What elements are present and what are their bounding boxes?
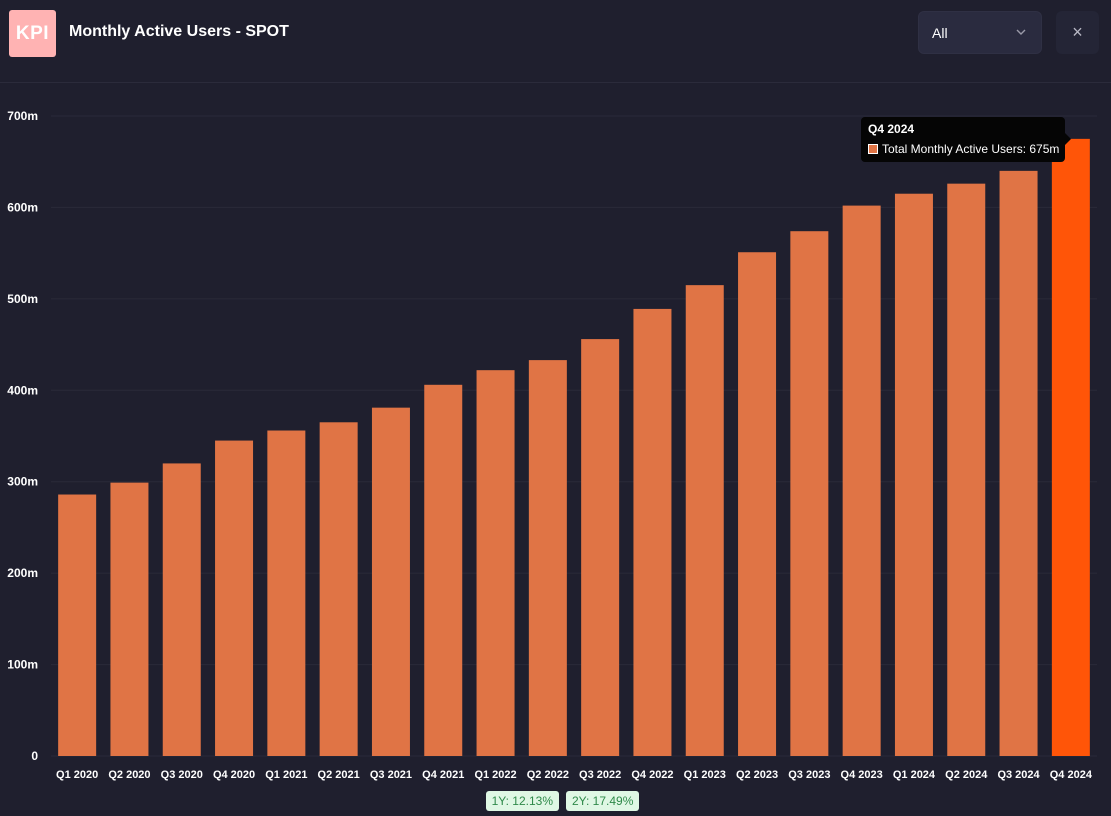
bar-q4-2024[interactable]	[1051, 138, 1090, 756]
chart-header: KPI Monthly Active Users - SPOT All ×	[0, 0, 1111, 83]
x-tick-label: Q1 2020	[56, 769, 98, 781]
bar-q3-2023[interactable]	[790, 231, 829, 756]
kpi-logo: KPI	[9, 10, 56, 57]
x-tick-label: Q4 2023	[841, 769, 883, 781]
growth-badges: 1Y: 12.13% 2Y: 17.49%	[0, 791, 1111, 811]
y-tick-label: 300m	[7, 475, 38, 489]
y-tick-label: 100m	[7, 658, 38, 672]
x-tick-label: Q1 2021	[265, 769, 307, 781]
chevron-down-icon	[1016, 29, 1026, 35]
tooltip-series-swatch	[868, 144, 878, 154]
bar-q4-2022[interactable]	[633, 308, 672, 756]
bar-q3-2024[interactable]	[999, 170, 1038, 756]
x-tick-label: Q4 2020	[213, 769, 255, 781]
x-tick-label: Q3 2021	[370, 769, 412, 781]
chart-tooltip: Q4 2024 Total Monthly Active Users: 675m	[861, 117, 1065, 162]
y-tick-label: 600m	[7, 200, 38, 214]
bar-q3-2020[interactable]	[162, 463, 201, 756]
growth-badge-2y: 2Y: 17.49%	[566, 791, 640, 811]
bar-q3-2022[interactable]	[581, 339, 620, 756]
y-tick-label: 500m	[7, 292, 38, 306]
y-tick-label: 0	[31, 749, 38, 763]
bar-q2-2020[interactable]	[110, 482, 149, 756]
page-title: Monthly Active Users - SPOT	[69, 23, 289, 40]
bar-q4-2021[interactable]	[424, 384, 463, 756]
x-tick-label: Q1 2022	[474, 769, 516, 781]
x-tick-label: Q2 2021	[318, 769, 360, 781]
tooltip-arrow	[1065, 133, 1071, 145]
tooltip-label: Total Monthly Active Users: 675m	[882, 142, 1060, 156]
x-tick-label: Q4 2024	[1050, 769, 1093, 781]
x-tick-label: Q4 2022	[631, 769, 673, 781]
bar-q3-2021[interactable]	[371, 407, 410, 756]
x-tick-label: Q2 2022	[527, 769, 569, 781]
x-tick-label: Q3 2020	[161, 769, 203, 781]
close-button[interactable]: ×	[1056, 11, 1099, 54]
x-tick-label: Q3 2024	[997, 769, 1040, 781]
bar-q2-2024[interactable]	[947, 183, 986, 757]
bar-q1-2020[interactable]	[58, 494, 97, 756]
x-tick-label: Q2 2023	[736, 769, 778, 781]
y-tick-label: 700m	[7, 109, 38, 123]
bar-q2-2023[interactable]	[738, 252, 777, 756]
x-tick-label: Q1 2023	[684, 769, 726, 781]
period-filter-dropdown[interactable]: All	[918, 11, 1042, 54]
x-tick-label: Q3 2022	[579, 769, 621, 781]
bar-q1-2024[interactable]	[894, 193, 933, 756]
y-tick-label: 200m	[7, 566, 38, 580]
bar-q1-2021[interactable]	[267, 430, 306, 756]
bar-q1-2023[interactable]	[685, 285, 724, 756]
x-tick-label: Q2 2020	[108, 769, 150, 781]
bar-q2-2022[interactable]	[528, 360, 567, 756]
x-tick-label: Q2 2024	[945, 769, 988, 781]
x-tick-label: Q3 2023	[788, 769, 830, 781]
x-tick-label: Q1 2024	[893, 769, 936, 781]
bar-q1-2022[interactable]	[476, 370, 515, 756]
close-icon: ×	[1072, 22, 1083, 42]
bar-q2-2021[interactable]	[319, 422, 358, 756]
tooltip-title: Q4 2024	[868, 122, 915, 136]
growth-badge-1y: 1Y: 12.13%	[485, 791, 559, 811]
bar-q4-2023[interactable]	[842, 205, 881, 757]
bar-q4-2020[interactable]	[215, 440, 254, 756]
x-tick-label: Q4 2021	[422, 769, 464, 781]
y-tick-label: 400m	[7, 383, 38, 397]
period-filter-value: All	[932, 25, 948, 41]
bar-chart: 0 100m 200m 300m 400m 500m 600m 700m Q1 2020 Q2 …	[7, 109, 1097, 781]
